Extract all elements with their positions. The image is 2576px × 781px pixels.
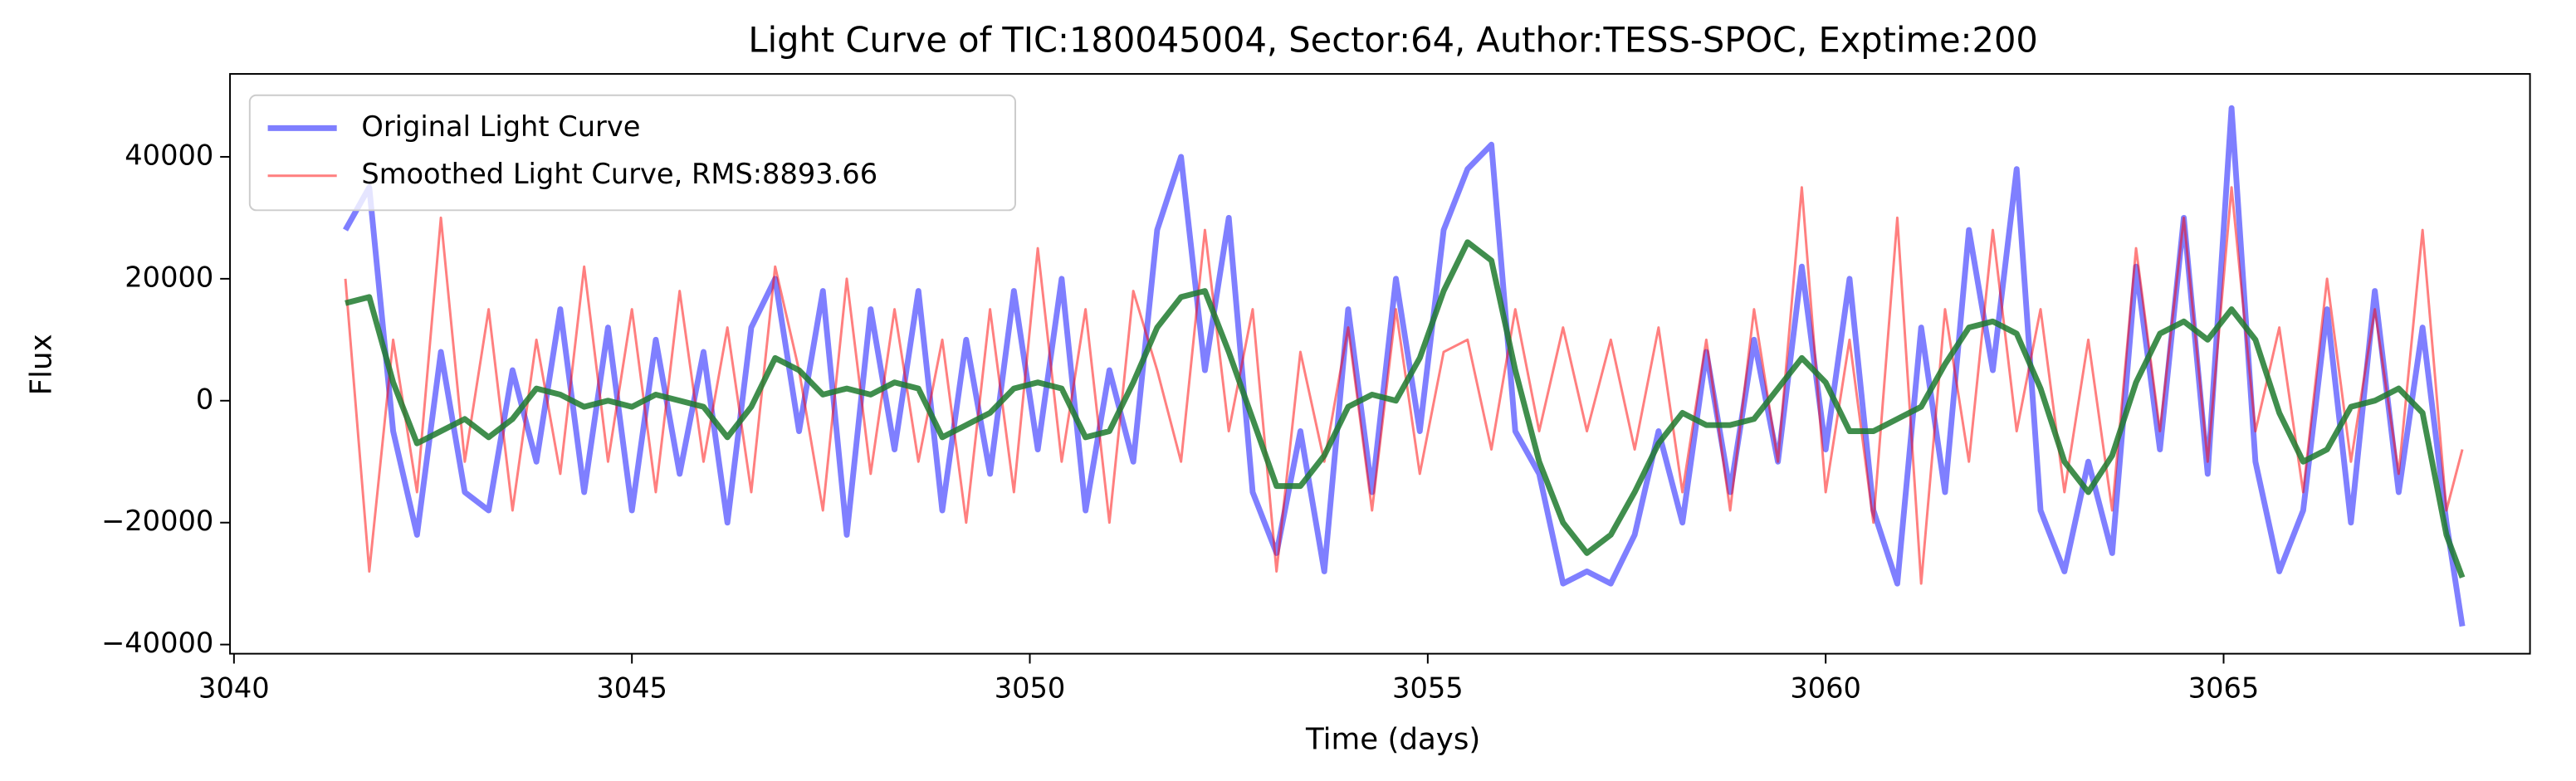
x-tick-label: 3050 (995, 672, 1066, 705)
y-tick-label: −20000 (101, 505, 213, 537)
data-line (344, 186, 2464, 585)
y-tick-label: 40000 (125, 139, 213, 171)
legend-label: Original Light Curve (361, 110, 640, 143)
y-tick-label: −40000 (101, 627, 213, 659)
legend-label: Smoothed Light Curve, RMS:8893.66 (361, 158, 877, 190)
x-tick-label: 3040 (198, 672, 270, 705)
legend-box (248, 94, 1016, 212)
x-tick-label: 3060 (1790, 672, 1861, 705)
chart-title: Light Curve of TIC:180045004, Sector:64,… (748, 19, 2037, 60)
y-axis-label: Flux (24, 334, 58, 395)
plot-frame (229, 73, 2531, 655)
x-tick-label: 3045 (596, 672, 667, 705)
x-tick-label: 3065 (2188, 672, 2260, 705)
y-tick-label: 20000 (125, 261, 213, 293)
data-line (345, 239, 2466, 579)
y-tick-label: 0 (196, 383, 213, 415)
x-tick-label: 3055 (1392, 672, 1464, 705)
x-axis-label: Time (days) (1305, 723, 1480, 757)
data-line (343, 105, 2466, 627)
